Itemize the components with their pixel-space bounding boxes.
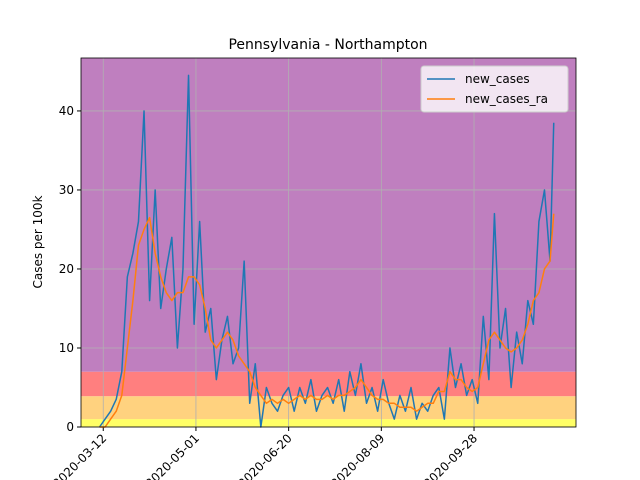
legend-label: new_cases_ra <box>465 92 548 106</box>
chart-title: Pennsylvania - Northampton <box>228 37 427 53</box>
legend-box <box>420 65 569 113</box>
y-tick-label: 40 <box>59 104 74 118</box>
plot-frame <box>80 57 577 428</box>
legend: new_cases new_cases_ra <box>420 65 569 113</box>
x-tick-label: 2020-05-01 <box>143 431 202 480</box>
x-tick-label: 2020-03-12 <box>50 431 109 480</box>
x-tick-label: 2020-09-28 <box>421 431 480 480</box>
y-tick-label: 10 <box>59 341 74 355</box>
threshold-band <box>81 419 576 427</box>
data-line <box>99 213 555 428</box>
y-tick-label: 20 <box>59 262 74 276</box>
threshold-band <box>81 396 576 420</box>
data-line <box>98 74 555 428</box>
threshold-band <box>81 371 576 397</box>
y-tick-label: 30 <box>59 183 74 197</box>
x-tick-label: 2020-08-09 <box>328 431 387 480</box>
x-tick-label: 2020-06-20 <box>236 431 295 480</box>
y-tick-label: 0 <box>66 420 74 434</box>
legend-label: new_cases <box>465 72 530 86</box>
y-axis-label: Cases per 100k <box>31 195 45 288</box>
